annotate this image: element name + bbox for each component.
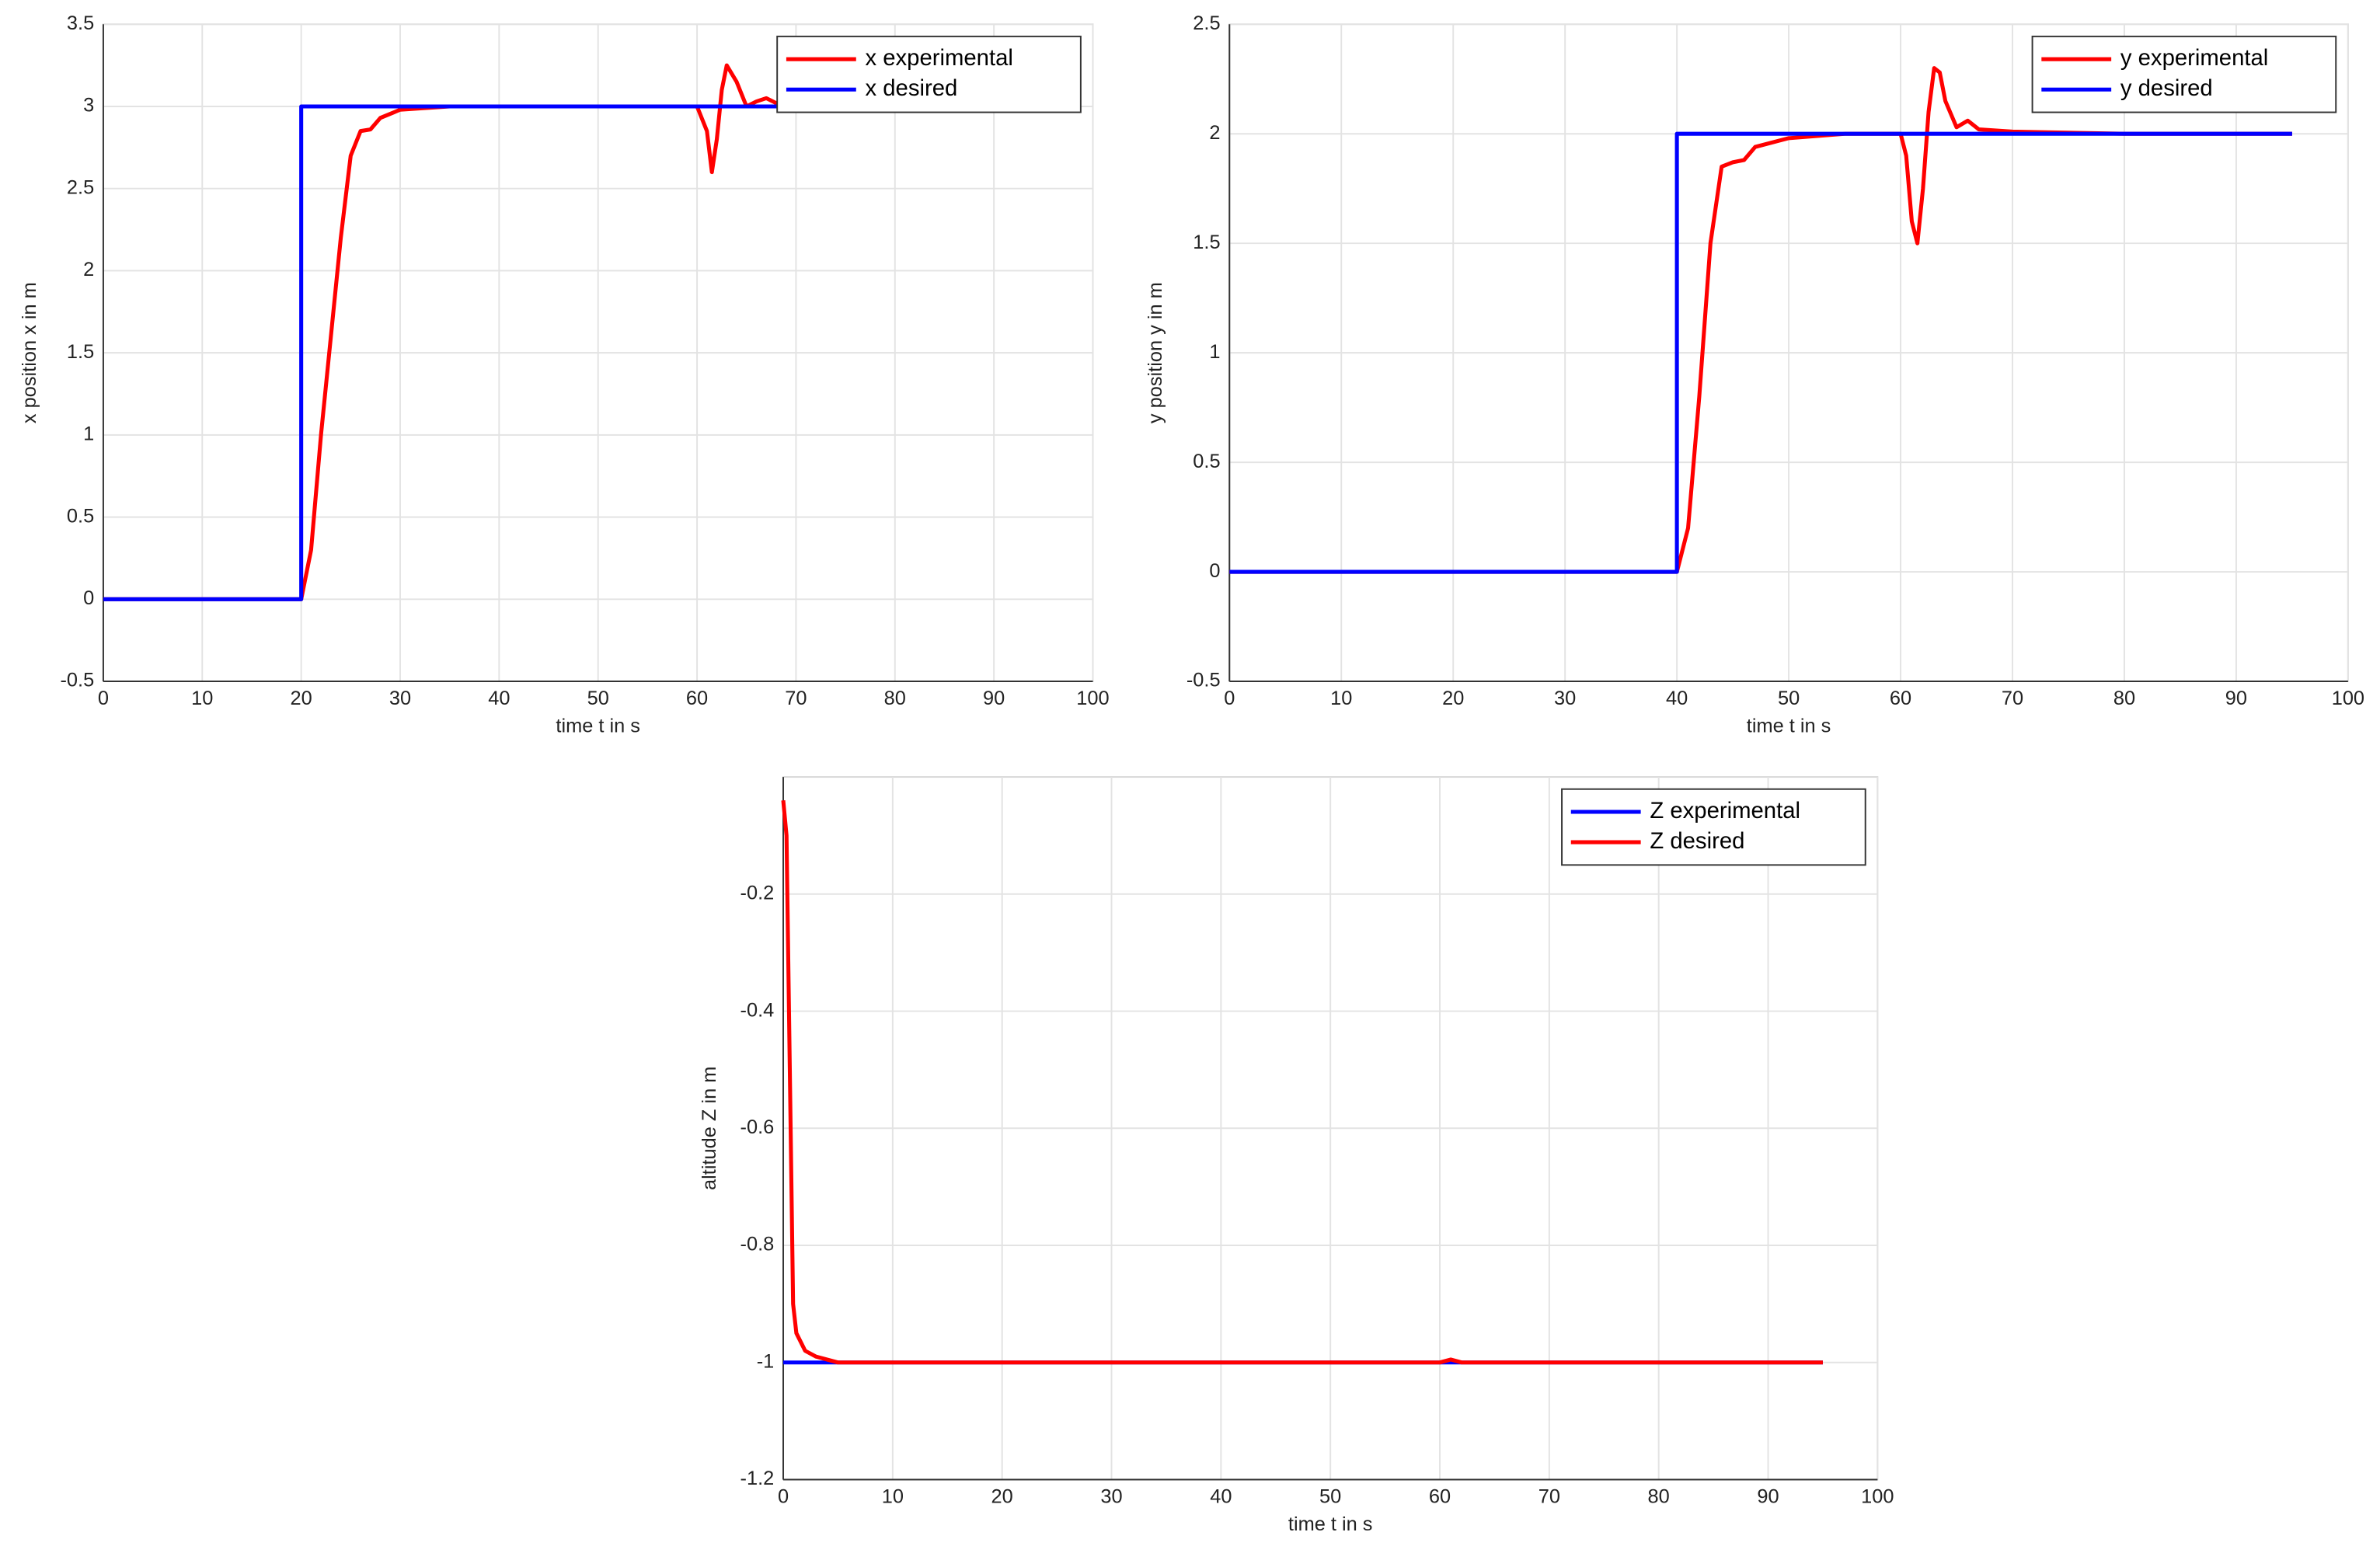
y-tick-label: 2: [83, 259, 94, 280]
x-tick-label: 100: [1076, 688, 1109, 709]
legend-box: [1561, 788, 1866, 866]
x-axis-label: time t in s: [1288, 1513, 1373, 1535]
data-line: [1229, 131, 2292, 574]
y-tick-label: -0.8: [740, 1234, 775, 1255]
y-tick-label: 2.5: [1193, 12, 1220, 34]
y-tick-label: 3.5: [67, 12, 94, 34]
legend-box: [776, 35, 1082, 113]
chart: 0 10 20 30 40 50 60 70 80 90 100-0.500.511.522.5ti…: [1145, 12, 2364, 736]
y-tick-label: 1: [1209, 341, 1220, 363]
x-tick-label: 90: [1757, 1486, 1779, 1508]
y-tick-label: -1: [757, 1350, 775, 1372]
y-tick-label: -0.4: [740, 999, 775, 1021]
chart: 0 10 20 30 40 50 60 70 80 90 100 -1.2 -1 -0.8 -0.6 -0.4…: [699, 776, 1894, 1535]
x-tick-label: 40: [1210, 1486, 1232, 1508]
y-tick-label: 0: [83, 587, 94, 609]
x-axis-label: time t in s: [1747, 715, 1831, 736]
data-line: [781, 799, 1823, 1365]
x-tick-label: 10: [191, 688, 213, 709]
x-tick-label: 50: [587, 688, 609, 709]
y-axis-label: y position y in m: [1145, 282, 1166, 423]
legend-label: x desired: [865, 75, 957, 101]
legend-label: x experimental: [865, 45, 1012, 71]
y-tick-label: 3: [83, 95, 94, 117]
y-tick-label: 2: [1209, 122, 1220, 144]
x-tick-label: 50: [1319, 1486, 1341, 1508]
x-tick-label: 0: [98, 688, 109, 709]
x-tick-label: 60: [686, 688, 708, 709]
x-tick-label: 10: [882, 1486, 904, 1508]
x-tick-label: 70: [2002, 688, 2023, 709]
y-axis-label: altitude Z in m: [699, 1067, 720, 1190]
x-tick-label: 80: [2113, 688, 2135, 709]
legend-box: [2031, 35, 2337, 113]
x-tick-label: 30: [389, 688, 411, 709]
y-tick-label: 1.5: [67, 341, 94, 363]
y-tick-label: 0: [1209, 560, 1220, 582]
x-tick-label: 30: [1554, 688, 1576, 709]
y-tick-label: -0.5: [60, 670, 94, 691]
y-tick-label: -0.2: [740, 883, 775, 904]
x-tick-label: 70: [785, 688, 807, 709]
y-tick-label: 0.5: [1193, 451, 1220, 472]
y-axis-label: x position x in m: [19, 282, 40, 423]
y-tick-label: 1.5: [1193, 232, 1220, 253]
data-line: [103, 104, 1044, 601]
x-tick-label: 80: [884, 688, 906, 709]
x-tick-label: 70: [1538, 1486, 1560, 1508]
x-tick-label: 80: [1648, 1486, 1670, 1508]
x-tick-label: 100: [2332, 688, 2364, 709]
chart: 0 10 20 30 40 50 60 70 80 90 100-0.500.511.522.533…: [19, 12, 1110, 736]
x-tick-label: 90: [2225, 688, 2247, 709]
x-tick-label: 0: [778, 1486, 789, 1508]
y-tick-label: 2.5: [67, 176, 94, 198]
y-tick-label: -0.5: [1187, 670, 1221, 691]
x-tick-label: 50: [1778, 688, 1800, 709]
x-tick-label: 20: [291, 688, 312, 709]
x-tick-label: 40: [488, 688, 510, 709]
x-tick-label: 60: [1890, 688, 1911, 709]
y-tick-label: -0.6: [740, 1116, 775, 1138]
legend-label: Z experimental: [1650, 798, 1800, 824]
x-tick-label: 100: [1861, 1486, 1894, 1508]
y-tick-label: -1.2: [740, 1468, 775, 1489]
y-tick-label: 0.5: [67, 505, 94, 527]
x-tick-label: 90: [983, 688, 1005, 709]
x-tick-label: 20: [1442, 688, 1464, 709]
y-tick-label: 1: [83, 423, 94, 445]
x-tick-label: 30: [1100, 1486, 1122, 1508]
legend-label: y experimental: [2120, 45, 2268, 71]
x-tick-label: 0: [1224, 688, 1235, 709]
x-tick-label: 20: [991, 1486, 1013, 1508]
data-line: [1229, 66, 2292, 574]
x-tick-label: 40: [1666, 688, 1688, 709]
legend-label: y desired: [2120, 75, 2213, 101]
x-tick-label: 60: [1429, 1486, 1451, 1508]
x-tick-label: 10: [1330, 688, 1352, 709]
legend-label: Z desired: [1650, 828, 1744, 854]
x-axis-label: time t in s: [556, 715, 640, 736]
